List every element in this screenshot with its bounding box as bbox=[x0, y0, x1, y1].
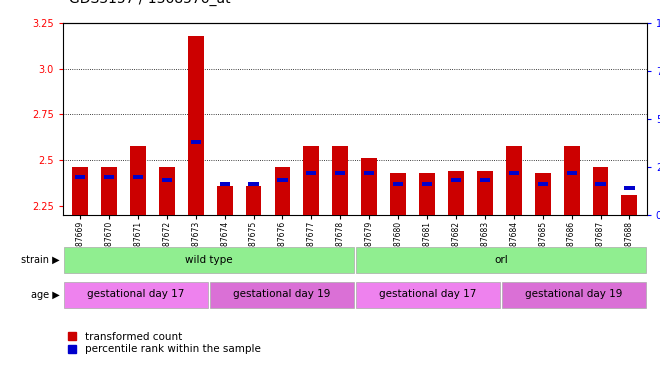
Bar bbox=[595, 182, 606, 186]
Legend: transformed count, percentile rank within the sample: transformed count, percentile rank withi… bbox=[68, 332, 261, 354]
Bar bbox=[509, 171, 519, 175]
Bar bbox=[422, 182, 432, 186]
Bar bbox=[277, 179, 288, 182]
Bar bbox=[216, 186, 232, 215]
Bar bbox=[477, 171, 493, 215]
Bar bbox=[72, 167, 88, 215]
Bar bbox=[535, 173, 550, 215]
Bar bbox=[480, 179, 490, 182]
Text: gestational day 19: gestational day 19 bbox=[525, 289, 622, 299]
Bar bbox=[64, 282, 207, 308]
Bar bbox=[566, 171, 577, 175]
Bar bbox=[333, 146, 348, 215]
Bar bbox=[275, 167, 290, 215]
Bar bbox=[538, 182, 548, 186]
Bar bbox=[306, 171, 316, 175]
Bar bbox=[210, 282, 354, 308]
Bar bbox=[335, 171, 345, 175]
Bar bbox=[502, 282, 645, 308]
Bar bbox=[248, 182, 259, 186]
Bar bbox=[593, 167, 609, 215]
Text: GDS3157 / 1368576_at: GDS3157 / 1368576_at bbox=[69, 0, 231, 6]
Bar bbox=[101, 167, 117, 215]
Bar bbox=[390, 173, 406, 215]
Bar bbox=[304, 146, 319, 215]
Bar bbox=[104, 175, 114, 179]
Bar bbox=[220, 182, 230, 186]
Bar bbox=[133, 175, 143, 179]
Bar bbox=[448, 171, 464, 215]
Bar bbox=[191, 140, 201, 144]
Bar bbox=[356, 282, 500, 308]
Bar bbox=[624, 186, 634, 190]
Bar bbox=[162, 179, 172, 182]
Text: age ▶: age ▶ bbox=[30, 290, 59, 300]
Bar bbox=[451, 179, 461, 182]
Text: gestational day 17: gestational day 17 bbox=[87, 289, 184, 299]
Bar bbox=[419, 173, 435, 215]
Bar bbox=[361, 158, 377, 215]
Text: gestational day 19: gestational day 19 bbox=[233, 289, 331, 299]
Bar bbox=[159, 167, 175, 215]
Bar bbox=[622, 195, 638, 215]
Bar bbox=[75, 175, 85, 179]
Bar bbox=[564, 146, 579, 215]
Bar bbox=[187, 36, 204, 215]
Bar bbox=[506, 146, 522, 215]
Bar bbox=[356, 247, 645, 273]
Text: orl: orl bbox=[494, 255, 508, 265]
Bar bbox=[364, 171, 374, 175]
Text: wild type: wild type bbox=[185, 255, 232, 265]
Bar bbox=[130, 146, 146, 215]
Bar bbox=[393, 182, 403, 186]
Text: strain ▶: strain ▶ bbox=[20, 255, 59, 265]
Bar bbox=[246, 186, 261, 215]
Bar bbox=[64, 247, 354, 273]
Text: gestational day 17: gestational day 17 bbox=[379, 289, 477, 299]
